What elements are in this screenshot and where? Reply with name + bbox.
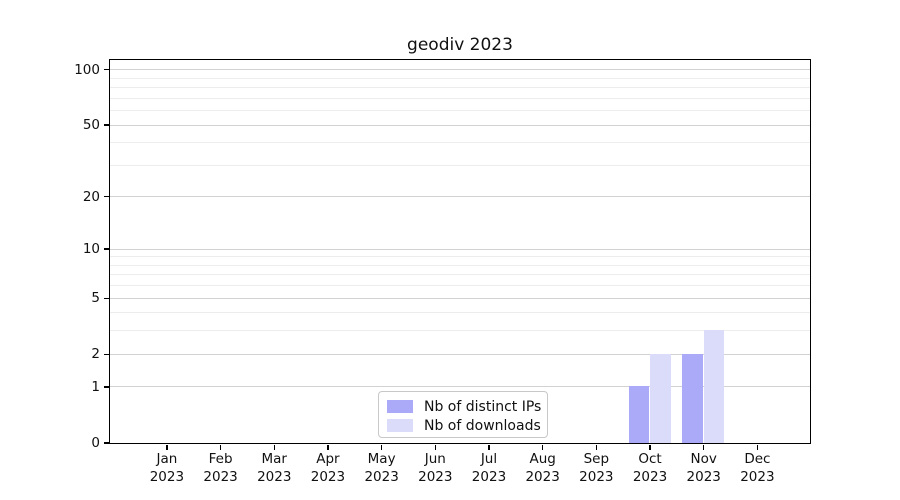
x-tick-label: Aug 2023 (525, 451, 560, 485)
y-tick-label: 5 (91, 290, 100, 307)
y-tick-label: 100 (74, 61, 100, 78)
gridline-major (109, 248, 810, 250)
bar-downloads-nov (703, 330, 725, 443)
gridline-major (109, 69, 810, 71)
gridline-minor (109, 256, 810, 258)
legend-swatch-distinct-ips (387, 400, 413, 413)
x-tick-mark (327, 444, 329, 450)
chart-title: geodiv 2023 (407, 35, 513, 55)
x-tick-label: Sep 2023 (579, 451, 614, 485)
y-tick-mark (103, 196, 109, 198)
y-tick-label: 20 (82, 188, 100, 205)
gridline-major (109, 297, 810, 299)
x-tick-mark (542, 444, 544, 450)
y-tick-label: 2 (91, 346, 100, 363)
bar-distinct-ips-nov (682, 353, 703, 443)
x-tick-label: May 2023 (364, 451, 399, 485)
y-tick-label: 0 (91, 435, 100, 451)
y-tick-label: 1 (91, 378, 100, 395)
y-tick-mark (103, 353, 109, 355)
x-tick-mark (219, 444, 222, 450)
x-tick-label: Jun 2023 (418, 451, 453, 485)
gridline-major (109, 196, 810, 198)
legend-swatch-downloads (387, 419, 413, 432)
y-tick-mark (103, 124, 109, 126)
x-tick-label: Feb 2023 (203, 451, 238, 485)
legend-item-downloads: Nb of downloads (387, 417, 547, 434)
gridline-minor (109, 264, 810, 266)
y-tick-label: 50 (82, 117, 100, 134)
y-tick-mark (103, 248, 109, 250)
gridline-minor (109, 164, 810, 166)
x-tick-mark (595, 444, 598, 450)
x-tick-mark (434, 444, 436, 450)
legend-label-distinct-ips: Nb of distinct IPs (424, 398, 542, 415)
gridline-minor (109, 285, 810, 287)
y-tick-mark (103, 442, 109, 444)
x-tick-mark (273, 444, 275, 450)
x-tick-label: Apr 2023 (310, 451, 346, 485)
gridline-minor (109, 77, 810, 79)
x-tick-mark (649, 444, 651, 450)
legend-label-downloads: Nb of downloads (424, 417, 541, 434)
legend-item-distinct-ips: Nb of distinct IPs (387, 398, 547, 415)
x-tick-label: Nov 2023 (686, 451, 721, 485)
gridline-minor (109, 97, 810, 99)
gridline-minor (109, 330, 810, 332)
x-tick-mark (488, 444, 490, 450)
legend: Nb of distinct IPs Nb of downloads (378, 391, 548, 438)
x-tick-mark (381, 444, 383, 450)
gridline-minor (109, 274, 810, 276)
gridline-major (109, 386, 810, 388)
x-tick-label: Mar 2023 (257, 451, 292, 485)
gridline-minor (109, 142, 810, 144)
bar-downloads-oct (650, 353, 671, 443)
gridline-minor (109, 312, 810, 314)
y-tick-mark (103, 386, 109, 388)
x-tick-mark (756, 444, 759, 450)
gridline-major (109, 124, 810, 126)
gridline-minor (109, 87, 810, 89)
x-tick-label: Jul 2023 (471, 451, 507, 485)
gridline-minor (109, 110, 810, 112)
y-tick-label: 10 (82, 241, 100, 258)
x-tick-mark (703, 444, 705, 450)
x-tick-label: Dec 2023 (740, 451, 775, 485)
plot-area (108, 58, 811, 444)
x-tick-label: Jan 2023 (149, 451, 185, 485)
y-tick-mark (103, 297, 109, 299)
bar-distinct-ips-oct (628, 386, 650, 443)
y-tick-mark (103, 69, 109, 71)
x-tick-label: Oct 2023 (632, 451, 668, 485)
x-tick-mark (166, 444, 168, 450)
gridline-major (109, 353, 810, 355)
